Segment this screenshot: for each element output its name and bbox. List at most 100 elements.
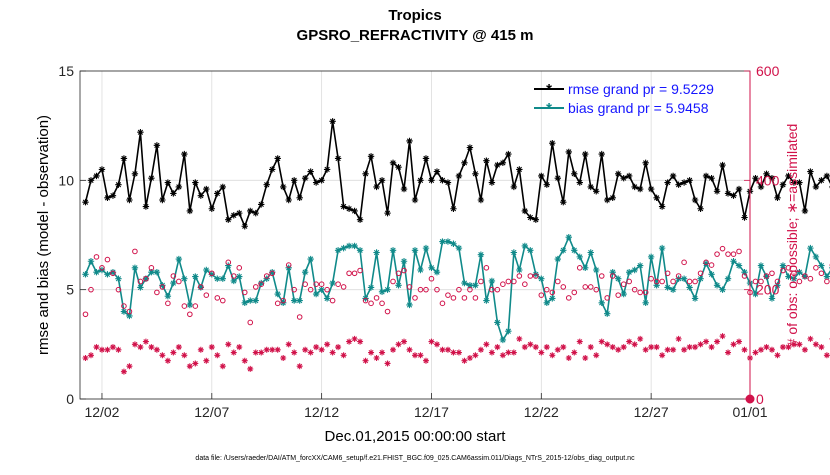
- data-point: [483, 341, 490, 348]
- data-point: [258, 349, 265, 356]
- data-point: [422, 155, 430, 162]
- series-2: [82, 245, 830, 326]
- data-point: [664, 284, 671, 291]
- data-point: [609, 268, 616, 276]
- data-point: [719, 333, 726, 340]
- series-0: [82, 118, 830, 230]
- data-point: [774, 282, 781, 289]
- data-point: [757, 183, 765, 191]
- data-point: [263, 181, 270, 188]
- data-point: [296, 314, 303, 320]
- data-point: [714, 251, 720, 257]
- data-point: [466, 144, 474, 151]
- data-point: [170, 273, 177, 279]
- data-point: [813, 265, 819, 271]
- axes: 12/02 12/07 12/12 12/17 12/22 12/27 01/0105101…: [58, 63, 779, 420]
- y-tick-label-right: 0: [756, 391, 764, 407]
- data-point: [351, 207, 358, 215]
- x-tick-label: 12/22: [524, 404, 559, 420]
- data-point: [505, 150, 512, 158]
- data-point: [763, 273, 770, 279]
- data-point: [593, 188, 600, 195]
- data-point: [818, 270, 825, 277]
- data-point: [483, 265, 490, 271]
- data-point: [549, 295, 556, 302]
- data-point: [576, 179, 583, 186]
- data-point: [340, 244, 347, 252]
- data-point: [406, 284, 413, 290]
- data-point: [439, 346, 446, 353]
- data-point: [203, 357, 210, 364]
- data-point: [516, 335, 523, 342]
- data-point: [554, 278, 561, 285]
- data-point: [736, 338, 743, 345]
- data-point: [313, 344, 320, 351]
- data-point: [428, 177, 435, 184]
- data-point: [345, 205, 353, 212]
- data-point: [615, 346, 622, 353]
- data-point: [670, 278, 676, 285]
- data-point: [318, 346, 325, 353]
- data-point: [121, 303, 127, 309]
- data-point: [258, 279, 265, 287]
- data-point: [774, 278, 781, 285]
- data-point: [378, 288, 386, 296]
- data-point: [148, 268, 155, 276]
- data-point: [109, 344, 116, 351]
- data-point: [137, 344, 144, 351]
- data-point: [445, 292, 451, 298]
- data-point: [533, 273, 539, 279]
- data-point: [779, 262, 787, 269]
- x-tick-label: 12/02: [84, 404, 119, 420]
- data-point: [779, 344, 786, 351]
- data-point: [516, 166, 523, 173]
- data-point: [142, 338, 149, 345]
- data-point: [807, 244, 814, 252]
- data-point: [467, 286, 473, 293]
- data-point: [390, 346, 397, 353]
- data-point: [154, 289, 160, 296]
- data-point: [604, 310, 611, 317]
- data-point: [642, 299, 649, 306]
- data-point: [730, 192, 737, 199]
- data-point: [708, 262, 715, 268]
- data-point: [126, 312, 133, 320]
- data-point: [637, 335, 644, 342]
- data-point: [758, 278, 764, 285]
- data-point: [499, 352, 506, 359]
- data-point: [164, 293, 172, 300]
- data-point: [516, 266, 523, 274]
- data-point: [280, 297, 287, 304]
- data-point: [587, 249, 594, 256]
- data-point: [527, 273, 534, 279]
- data-point: [785, 344, 792, 351]
- data-point: [648, 275, 654, 282]
- data-point: [263, 273, 270, 279]
- data-point: [697, 275, 704, 282]
- data-point: [87, 352, 94, 359]
- data-point: [192, 360, 199, 367]
- legend: * rmse grand pr = 9.5229 * bias grand pr…: [534, 81, 714, 117]
- data-point: [647, 185, 655, 193]
- data-point: [691, 196, 699, 204]
- data-point: [604, 295, 611, 301]
- data-point: [302, 281, 308, 288]
- data-point: [818, 262, 825, 269]
- data-point: [197, 346, 204, 353]
- data-point: [488, 277, 496, 285]
- data-point: [269, 268, 276, 276]
- data-point: [637, 289, 643, 296]
- data-point: [697, 205, 704, 212]
- data-point: [669, 172, 677, 180]
- data-point: [444, 179, 452, 186]
- data-point: [560, 247, 567, 254]
- data-point: [796, 341, 803, 348]
- data-point: [461, 295, 468, 301]
- data-point: [681, 346, 688, 353]
- data-point: [198, 284, 204, 290]
- data-point: [132, 248, 138, 255]
- data-point: [109, 192, 117, 199]
- data-point: [93, 268, 100, 276]
- data-point: [439, 177, 446, 184]
- data-point: [181, 275, 188, 282]
